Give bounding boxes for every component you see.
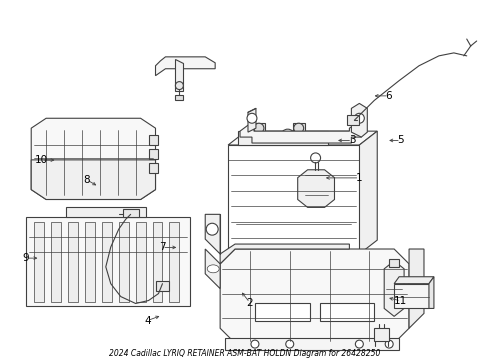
Text: 8: 8 xyxy=(83,175,90,185)
Circle shape xyxy=(294,123,304,133)
Polygon shape xyxy=(248,108,256,132)
Polygon shape xyxy=(205,249,220,289)
Polygon shape xyxy=(228,131,377,145)
Bar xyxy=(255,303,310,321)
Bar xyxy=(253,123,265,133)
Polygon shape xyxy=(359,131,377,254)
Text: 6: 6 xyxy=(386,91,392,101)
Polygon shape xyxy=(175,59,183,90)
Bar xyxy=(155,281,170,291)
Polygon shape xyxy=(136,222,146,302)
Polygon shape xyxy=(384,261,404,316)
Text: 11: 11 xyxy=(394,296,408,306)
Polygon shape xyxy=(31,160,155,199)
Polygon shape xyxy=(66,207,146,217)
Circle shape xyxy=(206,223,218,235)
Text: 4: 4 xyxy=(144,315,151,325)
Polygon shape xyxy=(85,222,95,302)
Text: 1: 1 xyxy=(356,173,363,183)
Text: 5: 5 xyxy=(397,135,404,145)
Polygon shape xyxy=(152,222,163,302)
Bar xyxy=(319,303,374,321)
Polygon shape xyxy=(170,222,179,302)
Circle shape xyxy=(175,82,183,90)
Circle shape xyxy=(254,123,264,133)
Text: 10: 10 xyxy=(35,155,48,165)
Polygon shape xyxy=(102,222,112,302)
Polygon shape xyxy=(351,103,368,137)
Bar xyxy=(394,284,429,309)
Bar xyxy=(148,163,158,173)
Circle shape xyxy=(247,113,257,123)
Bar xyxy=(228,145,359,254)
Polygon shape xyxy=(155,57,215,76)
Polygon shape xyxy=(68,222,78,302)
Bar xyxy=(238,131,327,145)
Text: 3: 3 xyxy=(349,135,356,145)
Polygon shape xyxy=(220,244,349,264)
Bar xyxy=(122,210,139,217)
Polygon shape xyxy=(374,328,389,341)
Circle shape xyxy=(286,340,294,348)
Polygon shape xyxy=(429,277,434,309)
Circle shape xyxy=(251,340,259,348)
Text: 2024 Cadillac LYRIQ RETAINER ASM-BAT HOLDN Diagram for 26428250: 2024 Cadillac LYRIQ RETAINER ASM-BAT HOL… xyxy=(109,348,381,357)
Polygon shape xyxy=(26,217,190,306)
Circle shape xyxy=(281,129,294,143)
Bar xyxy=(389,259,399,267)
Polygon shape xyxy=(409,249,424,328)
Bar xyxy=(148,135,158,145)
Bar xyxy=(148,149,158,159)
Polygon shape xyxy=(34,222,44,302)
Ellipse shape xyxy=(207,265,219,273)
Circle shape xyxy=(311,153,320,163)
Polygon shape xyxy=(51,222,61,302)
Text: 7: 7 xyxy=(159,242,166,252)
Polygon shape xyxy=(225,338,399,350)
Text: 2: 2 xyxy=(246,298,253,308)
Polygon shape xyxy=(119,222,129,302)
Polygon shape xyxy=(205,214,220,254)
Polygon shape xyxy=(394,277,434,284)
Circle shape xyxy=(354,113,365,123)
Polygon shape xyxy=(240,125,361,143)
Circle shape xyxy=(355,340,363,348)
Polygon shape xyxy=(31,118,155,199)
Bar xyxy=(347,115,359,125)
Polygon shape xyxy=(298,170,335,207)
Bar xyxy=(293,123,305,133)
Polygon shape xyxy=(220,249,409,343)
Circle shape xyxy=(241,129,255,143)
Circle shape xyxy=(385,340,393,348)
Bar xyxy=(175,95,183,100)
Text: 9: 9 xyxy=(23,253,29,263)
